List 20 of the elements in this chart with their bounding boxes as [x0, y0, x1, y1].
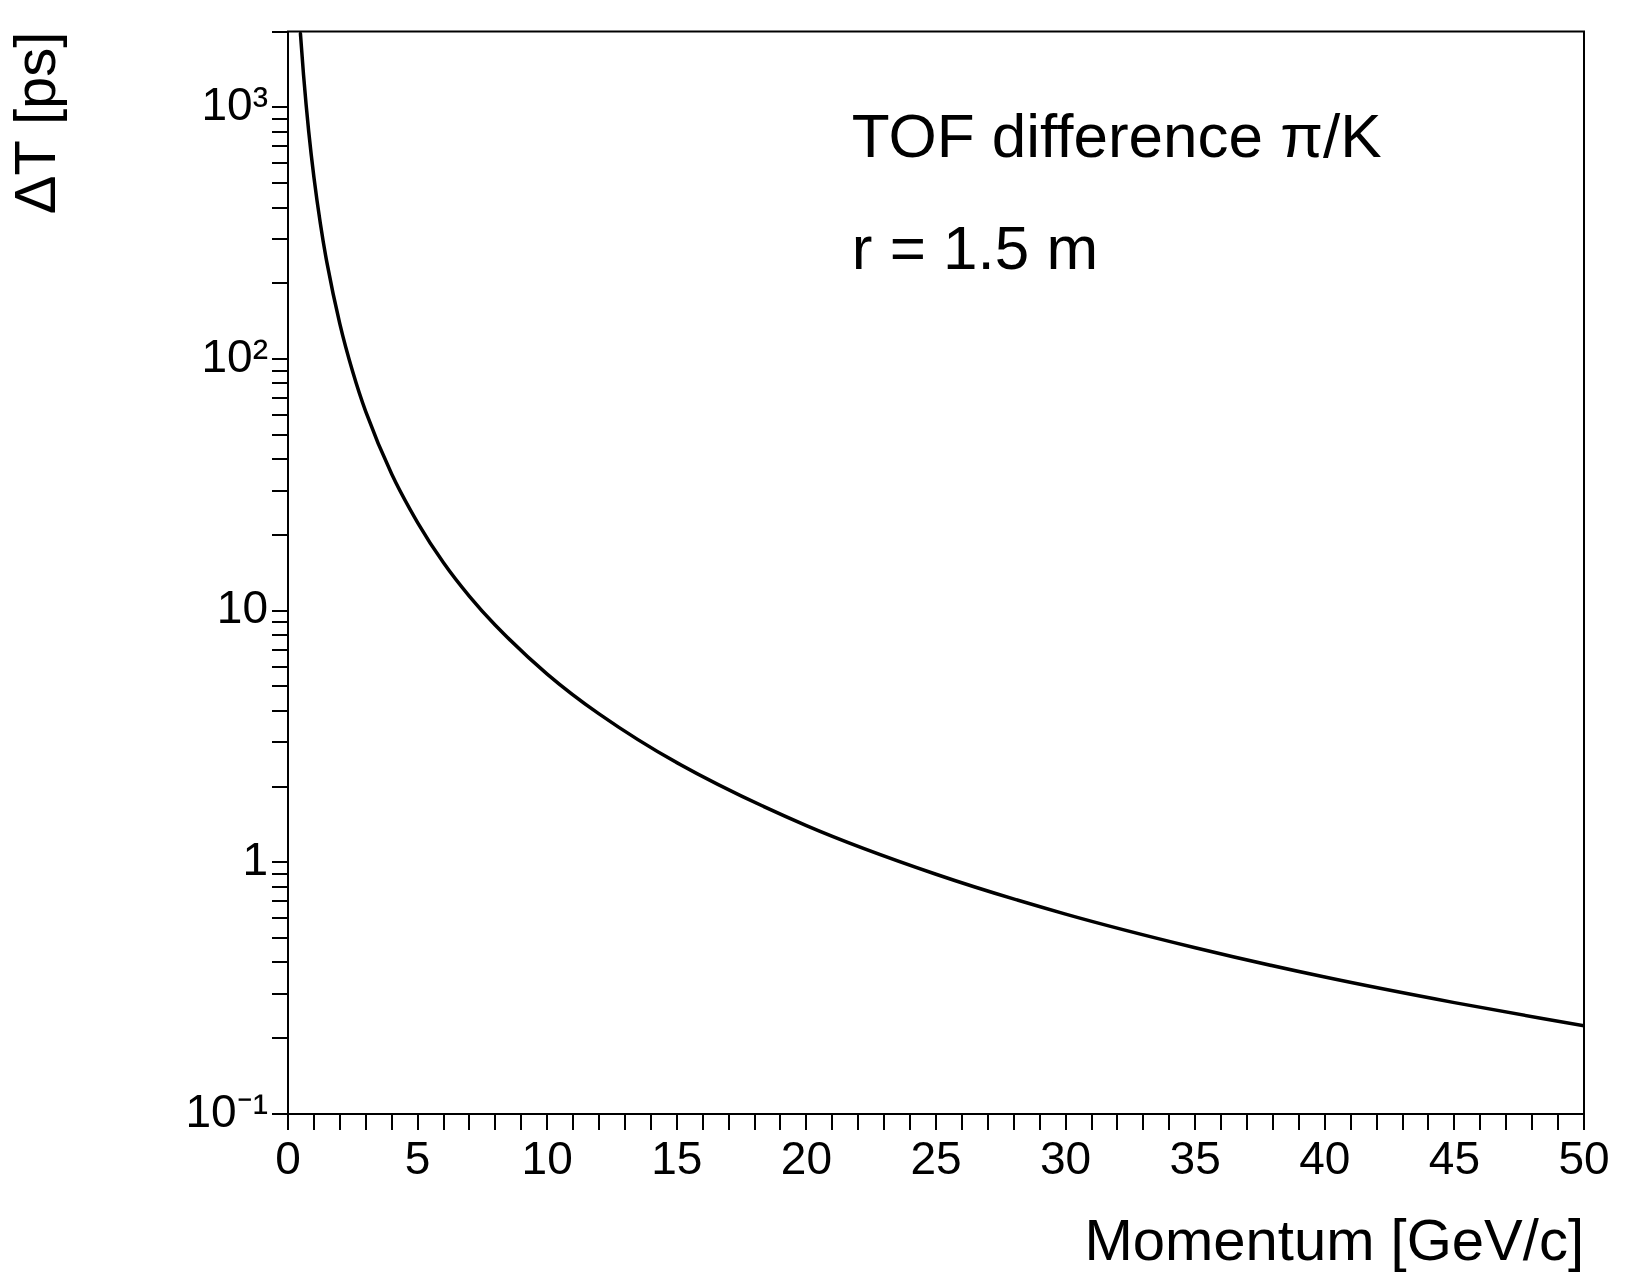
annotation: TOF difference π/K — [851, 100, 1382, 170]
x-tick-label: 50 — [1558, 1132, 1610, 1185]
x-tick-label: 40 — [1299, 1132, 1351, 1185]
x-axis-title: Momentum [GeV/c] — [1084, 1207, 1584, 1273]
x-tick-label: 35 — [1169, 1132, 1221, 1185]
y-tick-label: 1 — [242, 833, 268, 886]
x-tick-label: 15 — [651, 1132, 703, 1185]
x-tick-label: 0 — [275, 1132, 301, 1185]
x-tick-label: 30 — [1040, 1132, 1092, 1185]
y-tick-label: 10³ — [201, 78, 268, 131]
y-tick-label: 10⁻¹ — [185, 1084, 268, 1137]
x-tick-label: 5 — [404, 1132, 431, 1185]
x-tick-label: 45 — [1428, 1132, 1480, 1185]
y-tick-label: 10 — [216, 581, 268, 634]
y-tick-label: 10² — [201, 329, 268, 382]
x-tick-label: 10 — [521, 1132, 573, 1185]
y-axis-title: ΔT [ps] — [1, 31, 67, 215]
x-tick-label: 20 — [780, 1132, 832, 1185]
annotation: r = 1.5 m — [851, 212, 1099, 282]
x-tick-label: 25 — [910, 1132, 962, 1185]
